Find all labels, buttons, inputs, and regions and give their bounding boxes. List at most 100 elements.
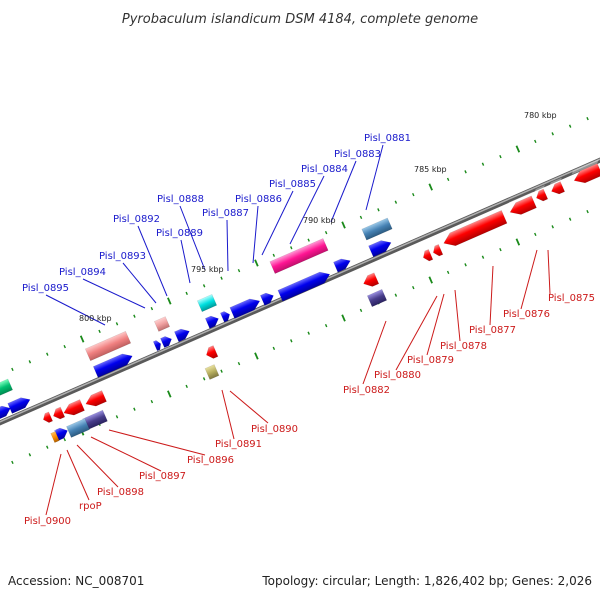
scale-tick-outer — [394, 200, 398, 204]
leader-pisl-0875 — [547, 249, 551, 295]
leader-pisl-0879 — [426, 293, 445, 356]
label-pisl-0887: Pisl_0887 — [202, 208, 249, 219]
scale-tick-outer — [551, 132, 554, 136]
scale-tick-inner — [412, 285, 415, 290]
label-pisl-0875: Pisl_0875 — [548, 293, 595, 304]
label-pisl-0881: Pisl_0881 — [364, 133, 411, 144]
scale-tick-inner — [394, 293, 398, 297]
label-pisl-0888: Pisl_0888 — [157, 194, 204, 205]
scale-tick-inner — [28, 453, 32, 457]
label-pisl-0884: Pisl_0884 — [301, 164, 348, 175]
scale-tick-outer — [290, 246, 293, 250]
label-pisl-0890: Pisl_0890 — [251, 424, 298, 435]
label-pisl-0898: Pisl_0898 — [97, 487, 144, 498]
gene-pisl-0888 — [220, 307, 230, 323]
gene-pisl-0882-box — [361, 213, 393, 241]
scale-tick-outer — [481, 162, 485, 166]
leader-rpop — [66, 449, 90, 501]
gene-pisl-0885 — [269, 234, 329, 274]
label-pisl-0893: Pisl_0893 — [99, 251, 146, 262]
gene-pisl-0878 — [507, 191, 537, 215]
gene-pisl-0882 — [361, 268, 380, 287]
label-pisl-0896: Pisl_0896 — [187, 455, 234, 466]
gene-pisl-0883 — [333, 254, 351, 273]
label-rpop: rpoP — [79, 501, 102, 512]
scale-tick-outer — [377, 208, 380, 212]
scale-tick-inner — [464, 263, 467, 267]
scale-tick-outer — [428, 183, 433, 191]
scale-tick-outer — [412, 192, 415, 197]
leader-pisl-0896 — [108, 429, 206, 456]
label-pisl-0895: Pisl_0895 — [22, 283, 69, 294]
label-pisl-0885: Pisl_0885 — [269, 179, 316, 190]
scale-tick-inner — [534, 232, 537, 237]
label-pisl-0886: Pisl_0886 — [235, 194, 282, 205]
scale-tick-inner — [133, 407, 136, 411]
scale-tick-outer — [237, 268, 241, 273]
scale-tick-inner — [115, 415, 119, 419]
scale-tick-outer — [446, 177, 450, 182]
scale-tick-outer — [46, 352, 49, 356]
scale-tick-outer — [499, 154, 502, 159]
scale-tick-outer — [359, 215, 363, 220]
gene-pisl-0894 — [152, 336, 162, 352]
leader-pisl-0878 — [454, 289, 461, 342]
scale-label-800: 800 kbp — [79, 314, 112, 323]
scale-label-780: 780 kbp — [524, 111, 557, 120]
gene-left-1 — [7, 393, 31, 414]
gene-pisl-0880b — [421, 245, 434, 262]
scale-tick-inner — [290, 339, 293, 343]
scale-tick-inner — [63, 437, 66, 442]
label-pisl-0897: Pisl_0897 — [139, 471, 186, 482]
scale-tick-outer — [568, 124, 572, 128]
gene-pisl-0892 — [174, 325, 190, 343]
leader-pisl-0886 — [252, 205, 259, 264]
scale-tick-inner — [46, 445, 49, 449]
gene-pisl-0898-b — [66, 414, 90, 438]
label-pisl-0878: Pisl_0878 — [440, 341, 487, 352]
leader-pisl-0882 — [362, 320, 387, 385]
label-leaders — [45, 144, 551, 516]
scale-tick-outer — [98, 329, 101, 334]
gene-pisl-0893 — [160, 332, 172, 348]
leader-pisl-0885 — [261, 190, 294, 256]
scale-tick-inner — [220, 369, 223, 373]
scale-tick-inner — [307, 331, 310, 335]
genome-summary-text: Topology: circular; Length: 1,826,402 bp… — [262, 574, 592, 588]
leader-pisl-0898 — [76, 444, 119, 488]
gene-pisl-0897 — [61, 395, 85, 416]
scale-tick-inner — [428, 276, 433, 284]
label-pisl-0900: Pisl_0900 — [24, 516, 71, 527]
scale-tick-inner — [359, 308, 363, 313]
leader-pisl-0888 — [179, 205, 206, 271]
label-pisl-0877: Pisl_0877 — [469, 325, 516, 336]
leader-pisl-0891 — [221, 389, 235, 440]
gene-pisl-0875 — [571, 159, 600, 184]
map-title: Pyrobaculum islandicum DSM 4184, complet… — [122, 12, 478, 27]
scale-tick-outer — [133, 314, 136, 318]
scale-tick-outer — [11, 367, 14, 372]
scale-tick-inner — [515, 238, 521, 246]
leader-pisl-0889 — [180, 239, 191, 284]
gene-pisl-0895 — [92, 349, 133, 378]
scale-tick-outer — [167, 297, 172, 305]
label-pisl-0891: Pisl_0891 — [215, 439, 262, 450]
gene-pisl-0877 — [534, 185, 549, 202]
scale-tick-inner — [167, 390, 172, 398]
leader-pisl-0884 — [289, 175, 325, 245]
gene-pisl-0884 — [277, 268, 331, 302]
scale-label-795: 795 kbp — [191, 265, 224, 274]
gene-rpop — [41, 407, 53, 423]
scale-tick-outer — [115, 322, 119, 326]
leader-pisl-0892 — [137, 225, 168, 297]
gene-pisl-0881 — [368, 236, 392, 258]
leader-pisl-0894 — [82, 278, 146, 309]
scale-tick-inner — [446, 270, 450, 275]
scale-tick-outer — [534, 139, 537, 144]
scale-tick-outer — [150, 306, 154, 311]
scale-tick-outer — [307, 238, 310, 242]
scale-tick-inner — [499, 247, 502, 252]
leader-pisl-0900 — [45, 453, 62, 516]
scale-tick-outer — [586, 116, 589, 121]
